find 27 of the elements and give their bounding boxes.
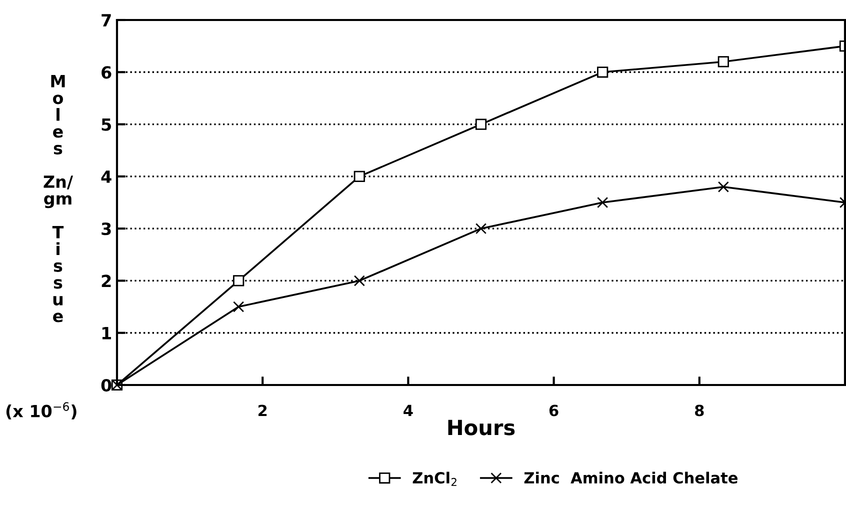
x-tick-label: 2: [258, 404, 267, 416]
x-tick-label: 4: [404, 404, 413, 416]
point: [475, 118, 487, 130]
y-tick-label: 6: [102, 66, 112, 79]
point: [597, 66, 608, 78]
legend-label: Zinc Amino Acid Chelate: [524, 472, 738, 484]
text: (x 10$^{−6}$): [6, 402, 76, 420]
y-tick-label: 7: [102, 14, 111, 26]
point: [475, 223, 487, 234]
point: [718, 181, 729, 192]
y-tick-label: 2: [102, 274, 111, 288]
y-tick-label: 4: [101, 170, 112, 183]
x-axis-title: Hours: [448, 420, 515, 436]
x-tick-label: 6: [549, 404, 558, 416]
point: [354, 170, 365, 182]
y-tick-label: 1: [102, 327, 111, 340]
x-tick-label: 8: [695, 404, 704, 416]
point: [233, 301, 244, 312]
text: Moles Zn/gm Tissue: [44, 75, 74, 322]
y-tick-label: 3: [102, 222, 111, 236]
point: [233, 275, 244, 286]
legend-label: ZnCl$_{2}$: [412, 472, 456, 486]
point: [354, 275, 365, 286]
y-tick-label: 5: [102, 118, 111, 131]
point: [718, 56, 729, 68]
point: [597, 196, 608, 208]
y-tick-label: 0: [101, 378, 112, 392]
